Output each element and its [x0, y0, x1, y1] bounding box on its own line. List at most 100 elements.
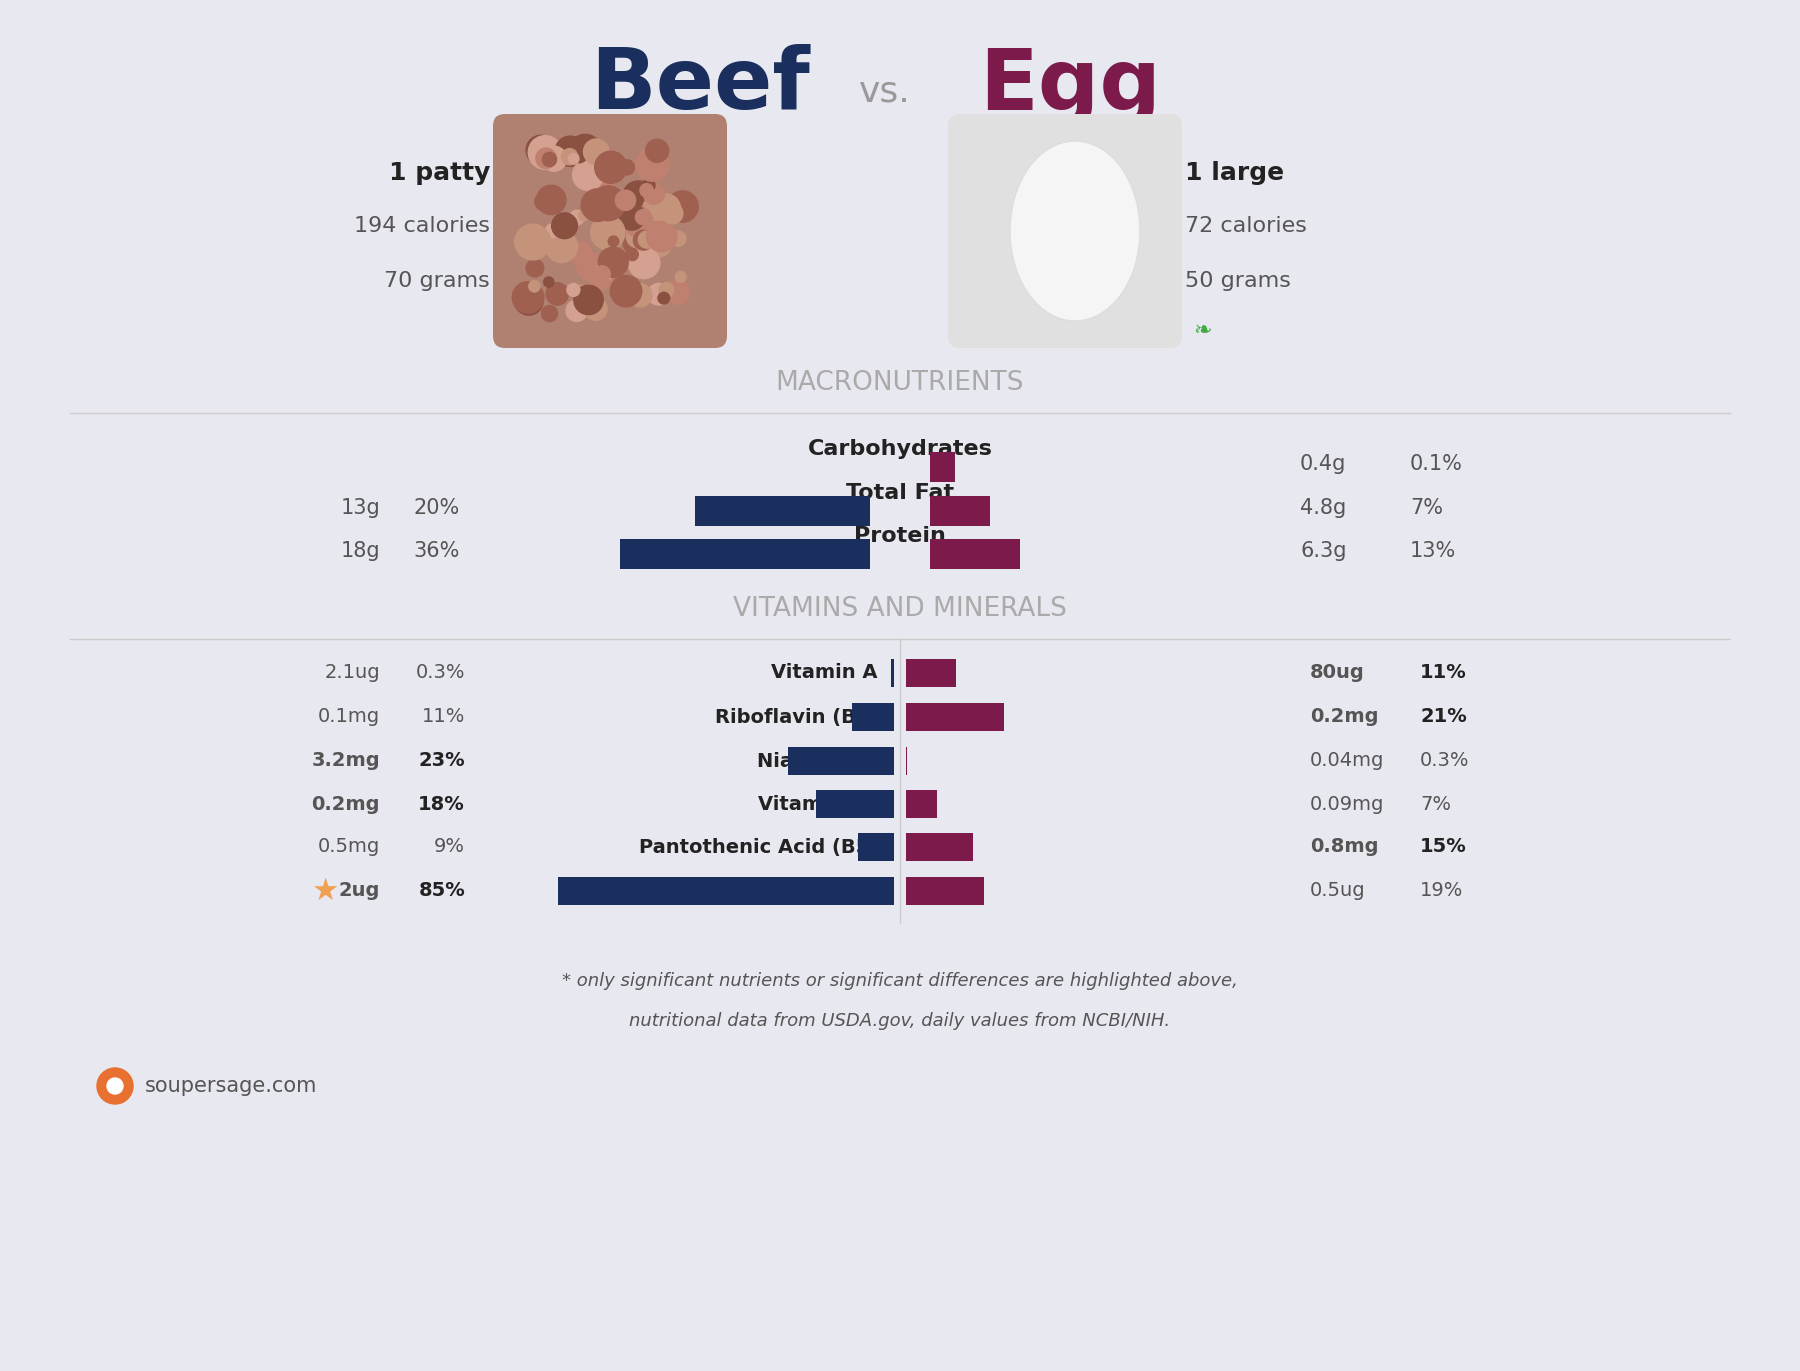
Circle shape: [571, 145, 587, 163]
Text: Vitamin B6: Vitamin B6: [758, 795, 878, 813]
Bar: [815, 790, 895, 818]
Circle shape: [643, 184, 664, 204]
Circle shape: [596, 262, 616, 280]
Text: 0.04mg: 0.04mg: [1310, 751, 1384, 771]
Circle shape: [646, 221, 677, 252]
Bar: [619, 539, 869, 569]
Circle shape: [648, 284, 670, 306]
Circle shape: [513, 281, 544, 313]
Text: 0.2mg: 0.2mg: [311, 795, 380, 813]
Circle shape: [589, 265, 612, 289]
Circle shape: [526, 259, 544, 277]
Bar: [905, 703, 1004, 731]
Circle shape: [596, 213, 610, 226]
Text: 0.3%: 0.3%: [416, 664, 464, 683]
Circle shape: [515, 223, 551, 260]
Bar: [891, 659, 895, 687]
Text: 7%: 7%: [1409, 498, 1444, 518]
Text: 0.09mg: 0.09mg: [1310, 795, 1384, 813]
Bar: [931, 452, 956, 483]
Circle shape: [569, 134, 601, 167]
Text: 18g: 18g: [340, 542, 380, 561]
Circle shape: [666, 280, 689, 304]
Circle shape: [662, 203, 682, 223]
Text: 0.5mg: 0.5mg: [319, 838, 380, 857]
Text: 0.1%: 0.1%: [1409, 454, 1463, 474]
Text: 9%: 9%: [434, 838, 464, 857]
Circle shape: [536, 148, 556, 169]
Circle shape: [562, 149, 576, 165]
Text: 11%: 11%: [1420, 664, 1467, 683]
Circle shape: [617, 203, 644, 230]
Text: 50 grams: 50 grams: [1184, 271, 1291, 291]
Circle shape: [590, 186, 625, 221]
Text: 0.3%: 0.3%: [1420, 751, 1469, 771]
Bar: [851, 703, 895, 731]
Text: 15%: 15%: [1420, 838, 1467, 857]
Bar: [857, 834, 895, 861]
Circle shape: [652, 193, 680, 223]
Circle shape: [646, 140, 668, 162]
Circle shape: [610, 276, 643, 307]
Ellipse shape: [1010, 141, 1139, 321]
Text: ❧: ❧: [1193, 321, 1211, 341]
Circle shape: [574, 285, 587, 298]
Bar: [695, 496, 869, 526]
Circle shape: [675, 271, 686, 282]
Bar: [931, 496, 990, 526]
Circle shape: [542, 147, 567, 171]
Circle shape: [536, 185, 565, 215]
Circle shape: [574, 285, 603, 315]
Circle shape: [542, 152, 556, 167]
Text: 0.5ug: 0.5ug: [1310, 882, 1366, 901]
Text: 13g: 13g: [340, 498, 380, 518]
Text: Vitamin B12: Vitamin B12: [745, 882, 878, 901]
Bar: [905, 877, 985, 905]
Circle shape: [626, 291, 639, 304]
Text: 13%: 13%: [1409, 542, 1456, 561]
Circle shape: [542, 306, 558, 322]
Text: vs.: vs.: [859, 74, 911, 108]
Circle shape: [578, 210, 589, 221]
Circle shape: [641, 184, 653, 197]
Text: 194 calories: 194 calories: [355, 217, 490, 236]
Circle shape: [545, 230, 578, 263]
Text: 4.8g: 4.8g: [1300, 498, 1346, 518]
Circle shape: [598, 247, 628, 277]
Circle shape: [583, 138, 608, 165]
Text: 1 patty: 1 patty: [389, 160, 490, 185]
Circle shape: [659, 282, 673, 298]
Text: Protein: Protein: [853, 526, 947, 546]
Circle shape: [643, 180, 655, 192]
Circle shape: [628, 247, 661, 278]
Circle shape: [590, 215, 625, 250]
Bar: [905, 790, 936, 818]
Circle shape: [527, 136, 562, 169]
Text: 23%: 23%: [418, 751, 464, 771]
Text: Pantothenic Acid (B5): Pantothenic Acid (B5): [639, 838, 878, 857]
Text: Vitamin A: Vitamin A: [772, 664, 878, 683]
Circle shape: [635, 210, 650, 225]
Circle shape: [567, 284, 580, 296]
Text: Carbohydrates: Carbohydrates: [808, 439, 992, 459]
Text: Niacin (B3): Niacin (B3): [758, 751, 878, 771]
Circle shape: [671, 230, 686, 247]
Text: 0.4g: 0.4g: [1300, 454, 1346, 474]
Circle shape: [666, 191, 698, 222]
Circle shape: [572, 159, 603, 191]
Bar: [558, 877, 895, 905]
Circle shape: [585, 298, 607, 321]
Text: 11%: 11%: [421, 707, 464, 727]
Circle shape: [106, 1078, 122, 1094]
Text: soupersage.com: soupersage.com: [146, 1076, 317, 1095]
Circle shape: [587, 170, 601, 185]
Text: 2ug: 2ug: [338, 882, 380, 901]
Text: 70 grams: 70 grams: [383, 271, 490, 291]
Circle shape: [544, 277, 554, 287]
Text: 0.2mg: 0.2mg: [1310, 707, 1379, 727]
Text: 18%: 18%: [418, 795, 464, 813]
Text: * only significant nutrients or significant differences are highlighted above,: * only significant nutrients or signific…: [562, 972, 1238, 990]
Circle shape: [578, 254, 605, 281]
Circle shape: [551, 213, 578, 239]
Circle shape: [619, 160, 634, 175]
